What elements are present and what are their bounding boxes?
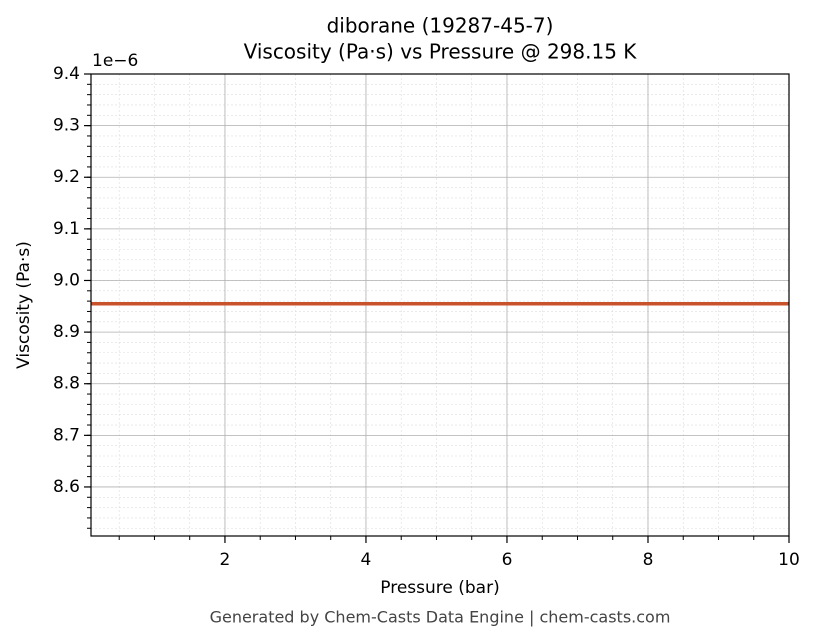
y-tick-label: 9.2 (53, 167, 80, 187)
chart-title: diborane (19287-45-7) (327, 14, 554, 38)
x-tick-label: 4 (361, 550, 372, 570)
plot-frame (90, 73, 790, 537)
y-tick-label: 9.3 (53, 116, 80, 136)
y-tick-label: 9.4 (53, 64, 80, 84)
y-tick-label: 8.6 (53, 477, 80, 497)
y-tick-label: 9.0 (53, 270, 80, 290)
y-offset-label: 1e−6 (92, 51, 138, 71)
x-tick-label: 6 (502, 550, 513, 570)
y-tick-label: 8.8 (53, 374, 80, 394)
y-tick-label: 9.1 (53, 219, 80, 239)
chart-subtitle: Viscosity (Pa·s) vs Pressure @ 298.15 K (244, 40, 638, 64)
footer: Generated by Chem-Casts Data Engine | ch… (210, 608, 671, 627)
y-tick-label: 8.9 (53, 322, 80, 342)
y-tick-label: 8.7 (53, 425, 80, 445)
x-tick-label: 2 (220, 550, 231, 570)
x-tick-label: 8 (643, 550, 654, 570)
x-axis-label: Pressure (bar) (380, 578, 499, 598)
x-tick-label: 10 (778, 550, 800, 570)
y-axis-label: Viscosity (Pa·s) (14, 241, 34, 369)
